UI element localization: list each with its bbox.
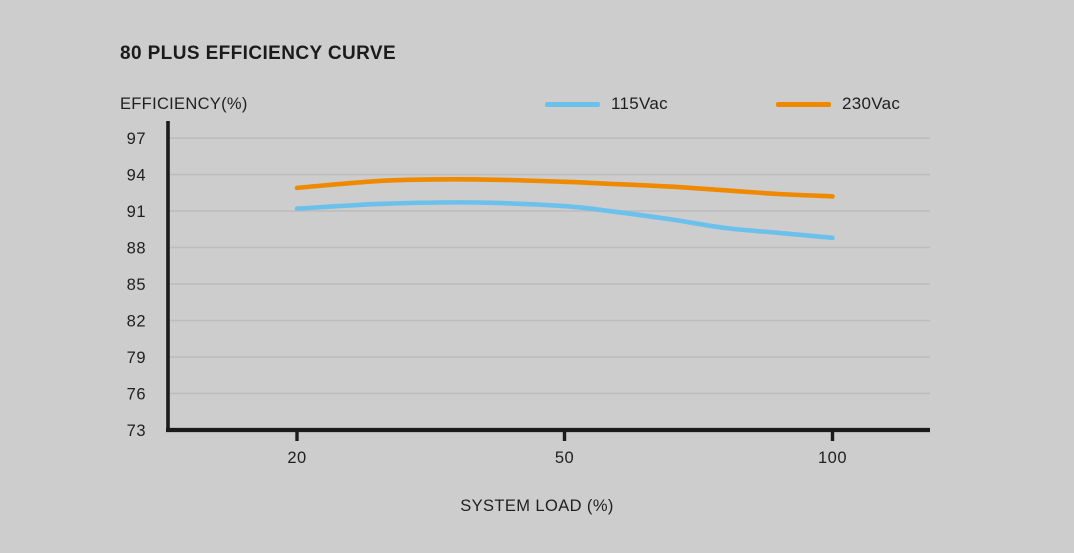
- x-axis-title: SYSTEM LOAD (%): [460, 497, 614, 515]
- chart-title: 80 PLUS EFFICIENCY CURVE: [120, 43, 397, 64]
- y-tick-label-79: 79: [127, 349, 146, 367]
- series-line-230vac: [294, 177, 835, 199]
- legend-label-230vac: 230Vac: [841, 94, 901, 113]
- series-line-115vac: [294, 200, 835, 241]
- y-tick-label-82: 82: [127, 313, 146, 331]
- y-tick-label-91: 91: [127, 203, 146, 221]
- x-tick-label-20: 20: [287, 449, 306, 467]
- legend-label-115vac: 115Vac: [611, 94, 668, 113]
- y-tick-label-85: 85: [127, 276, 146, 294]
- y-tick-label-76: 76: [127, 386, 146, 404]
- legend-item-115vac: 115Vac: [545, 94, 668, 114]
- y-tick-label-94: 94: [127, 167, 146, 185]
- y-tick-label-73: 73: [127, 422, 146, 440]
- y-tick-label-97: 97: [127, 130, 146, 148]
- y-tick-label-88: 88: [127, 240, 146, 258]
- legend-swatch-230vac: [775, 101, 831, 107]
- legend-item-230vac: 230Vac: [775, 94, 901, 114]
- y-axis-title: EFFICIENCY(%): [120, 95, 248, 113]
- x-tick-label-50: 50: [555, 449, 574, 467]
- legend-swatch-115vac: [545, 101, 600, 107]
- x-tick-label-100: 100: [818, 449, 847, 467]
- legend: 115Vac 230Vac: [545, 94, 900, 114]
